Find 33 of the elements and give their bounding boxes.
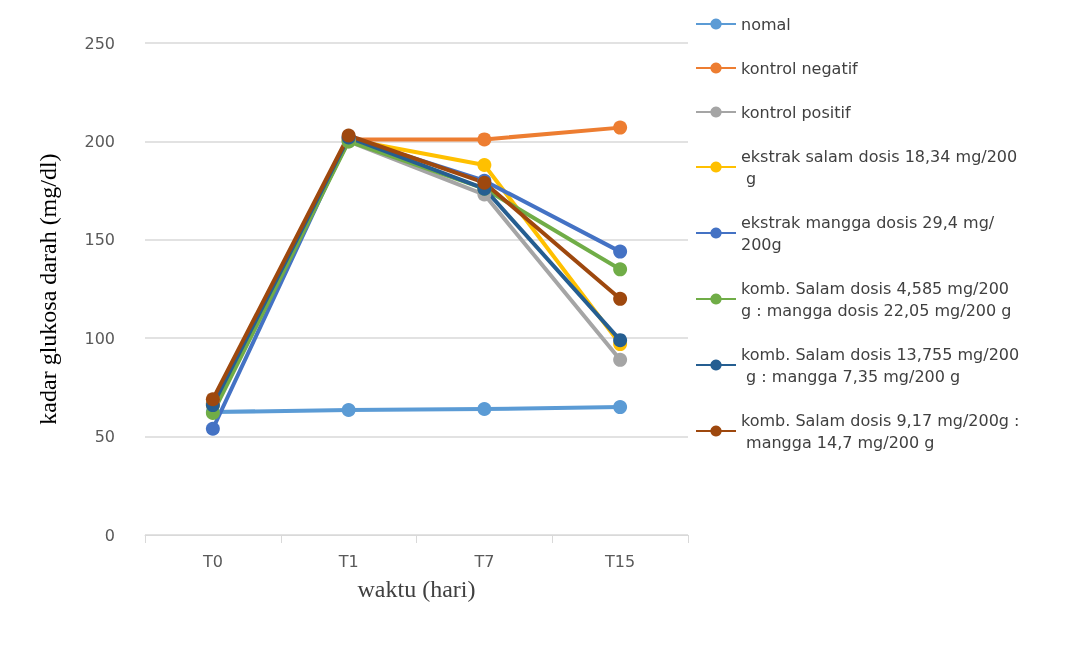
legend-label: komb. Salam dosis 13,755 mg/200 g : mangga 7,35 mg/200 g bbox=[741, 344, 1020, 386]
legend-label: komb. Salam dosis 4,585 mg/200 g : mangga dosis 22,05 mg/200 g bbox=[741, 278, 1015, 320]
x-tick-label: T0 bbox=[201, 551, 223, 571]
legend-label: kontrol positif bbox=[741, 102, 851, 122]
point bbox=[205, 392, 220, 407]
point bbox=[477, 132, 492, 147]
point bbox=[205, 421, 220, 436]
point bbox=[613, 400, 628, 415]
point bbox=[341, 403, 356, 418]
y-tick-label: 100 bbox=[84, 328, 115, 348]
point bbox=[613, 120, 628, 135]
point bbox=[613, 333, 628, 348]
point bbox=[477, 158, 492, 173]
y-tick-label: 250 bbox=[84, 33, 115, 53]
legend-label: komb. Salam dosis 9,17 mg/200g : mangga 14,7 mg/200 g bbox=[741, 410, 1020, 452]
y-tick-label: 200 bbox=[84, 131, 115, 151]
point bbox=[613, 291, 628, 306]
legend-label: nomal bbox=[741, 14, 791, 34]
point bbox=[613, 352, 628, 367]
y-axis-title: kadar glukosa darah (mg/dl) bbox=[35, 153, 61, 425]
point bbox=[477, 402, 492, 417]
legend-label: kontrol negatif bbox=[741, 58, 859, 78]
y-tick-label: 0 bbox=[104, 525, 115, 545]
x-tick-label: T15 bbox=[604, 551, 636, 571]
y-tick-label: 50 bbox=[94, 427, 115, 447]
legend-label: ekstrak mangga dosis 29,4 mg/200g bbox=[741, 212, 995, 254]
legend-label: ekstrak salam dosis 18,34 mg/200 g bbox=[741, 146, 1018, 188]
x-tick-label: T1 bbox=[337, 551, 359, 571]
x-axis-title: waktu (hari) bbox=[357, 576, 476, 602]
point bbox=[613, 262, 628, 277]
point bbox=[613, 244, 628, 259]
y-tick-label: 150 bbox=[84, 230, 115, 250]
x-tick-label: T7 bbox=[473, 551, 495, 571]
